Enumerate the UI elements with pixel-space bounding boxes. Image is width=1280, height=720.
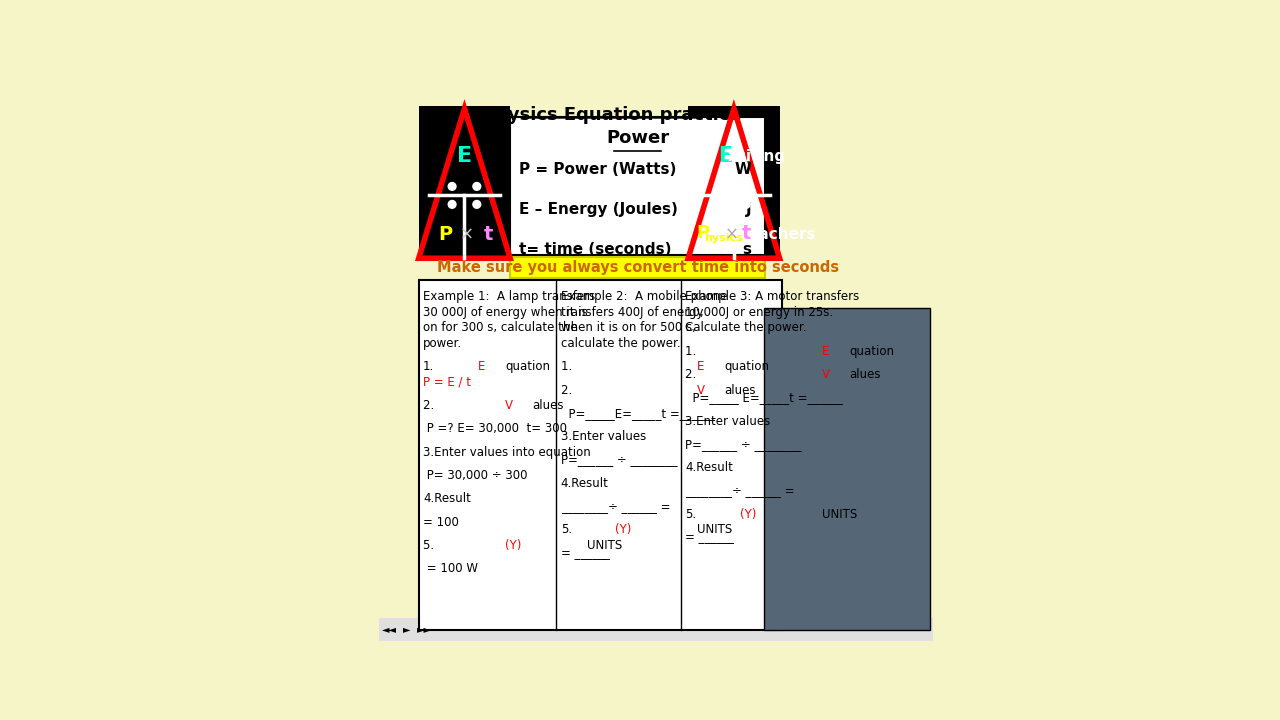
Text: 5.: 5. <box>424 539 438 552</box>
Circle shape <box>448 200 456 208</box>
Circle shape <box>448 183 456 190</box>
Text: transfers 400J of energy: transfers 400J of energy <box>561 306 703 319</box>
Text: UNITS: UNITS <box>822 508 858 521</box>
Text: 5.: 5. <box>561 523 572 536</box>
Text: alues: alues <box>724 384 756 397</box>
FancyBboxPatch shape <box>419 280 782 630</box>
Circle shape <box>472 183 481 190</box>
Text: hysics: hysics <box>704 233 742 243</box>
Text: 5.: 5. <box>685 508 696 521</box>
Text: 10,000J or energy in 25s.: 10,000J or energy in 25s. <box>685 306 833 319</box>
Text: s: s <box>742 242 751 257</box>
Text: E: E <box>477 360 485 373</box>
Text: 2.: 2. <box>424 399 438 412</box>
FancyBboxPatch shape <box>419 106 511 261</box>
FancyBboxPatch shape <box>379 618 933 641</box>
Text: E: E <box>718 146 732 166</box>
Text: 2.: 2. <box>561 384 584 397</box>
FancyBboxPatch shape <box>511 256 765 278</box>
Text: Example 2:  A mobile phone: Example 2: A mobile phone <box>561 290 727 303</box>
Text: UNITS: UNITS <box>698 523 732 536</box>
Text: quation: quation <box>850 345 895 358</box>
Text: t= time (seconds): t= time (seconds) <box>518 242 671 257</box>
Circle shape <box>718 183 726 190</box>
Text: 4.Result: 4.Result <box>561 477 608 490</box>
Text: when it is on for 500 s,: when it is on for 500 s, <box>561 321 695 335</box>
Text: = ______: = ______ <box>561 546 609 559</box>
Text: P= 30,000 ÷ 300: P= 30,000 ÷ 300 <box>424 469 527 482</box>
Text: J: J <box>746 202 751 217</box>
Text: P=_____ E=_____t =______: P=_____ E=_____t =______ <box>685 392 844 405</box>
Text: E: E <box>822 345 829 358</box>
Text: Example 1:  A lamp transfers: Example 1: A lamp transfers <box>424 290 595 303</box>
Text: 3.Enter values: 3.Enter values <box>561 430 646 443</box>
Text: eachers: eachers <box>749 227 817 242</box>
FancyBboxPatch shape <box>764 308 931 630</box>
Text: E: E <box>698 360 705 373</box>
Text: 1.: 1. <box>561 360 584 373</box>
Circle shape <box>742 200 750 208</box>
Text: 1.: 1. <box>424 360 434 373</box>
Text: V: V <box>698 384 705 397</box>
Text: quation: quation <box>506 360 550 373</box>
FancyBboxPatch shape <box>689 106 780 261</box>
Text: Example 3: A motor transfers: Example 3: A motor transfers <box>685 290 860 303</box>
Text: quation: quation <box>724 360 769 373</box>
Text: 3.Enter values: 3.Enter values <box>685 415 771 428</box>
Circle shape <box>472 200 481 208</box>
Text: E: E <box>457 146 472 166</box>
Text: P: P <box>438 225 452 244</box>
Text: alues: alues <box>532 399 564 412</box>
Text: 4.Result: 4.Result <box>424 492 471 505</box>
Text: V: V <box>506 399 513 412</box>
Text: (Y): (Y) <box>616 523 632 536</box>
Text: ◄◄: ◄◄ <box>383 624 397 634</box>
Text: ________÷ ______ =: ________÷ ______ = <box>685 485 795 498</box>
Text: Power: Power <box>607 129 669 147</box>
Text: P=______ ÷ ________: P=______ ÷ ________ <box>685 438 801 451</box>
Text: P = E / t: P = E / t <box>424 376 471 389</box>
Text: ×: × <box>460 225 474 243</box>
Text: (Y): (Y) <box>506 539 521 552</box>
Text: 4.Result: 4.Result <box>685 462 733 474</box>
Text: ________÷ ______ =: ________÷ ______ = <box>561 500 671 513</box>
Text: P = Power (Watts): P = Power (Watts) <box>518 162 676 177</box>
Circle shape <box>742 183 750 190</box>
Text: alues: alues <box>850 368 881 381</box>
Circle shape <box>718 200 726 208</box>
Text: 2.: 2. <box>685 368 708 381</box>
Text: Physics Equation practice: Physics Equation practice <box>481 106 741 124</box>
Text: xciting: xciting <box>728 149 786 164</box>
Text: P=_____E=_____t =______: P=_____E=_____t =______ <box>561 407 714 420</box>
Text: t: t <box>742 223 751 243</box>
Text: ×: × <box>724 225 739 243</box>
Text: on for 300 s, calculate the: on for 300 s, calculate the <box>424 321 577 335</box>
Text: t: t <box>484 225 493 244</box>
FancyBboxPatch shape <box>511 117 765 256</box>
Text: Make sure you always convert time into seconds: Make sure you always convert time into s… <box>436 260 838 274</box>
Text: = 100 W: = 100 W <box>424 562 479 575</box>
Text: E – Energy (Joules): E – Energy (Joules) <box>518 202 677 217</box>
Text: P: P <box>696 224 709 242</box>
Text: P=______ ÷ ________: P=______ ÷ ________ <box>561 454 677 467</box>
Text: = ______: = ______ <box>685 531 735 544</box>
Text: 3.Enter values into equation: 3.Enter values into equation <box>424 446 591 459</box>
Text: UNITS: UNITS <box>588 539 622 552</box>
Text: 30 000J of energy when it is: 30 000J of energy when it is <box>424 306 588 319</box>
Text: = 100: = 100 <box>424 516 460 528</box>
Text: (Y): (Y) <box>740 508 756 521</box>
Text: ►►: ►► <box>417 624 431 634</box>
Text: power.: power. <box>424 337 462 350</box>
Text: P =? E= 30,000  t= 300: P =? E= 30,000 t= 300 <box>424 423 567 436</box>
Text: 1.: 1. <box>685 345 708 358</box>
Text: calculate the power.: calculate the power. <box>561 337 680 350</box>
Text: V: V <box>822 368 829 381</box>
Text: Calculate the power.: Calculate the power. <box>685 321 806 335</box>
Text: W: W <box>735 162 751 177</box>
Text: ►: ► <box>403 624 411 634</box>
